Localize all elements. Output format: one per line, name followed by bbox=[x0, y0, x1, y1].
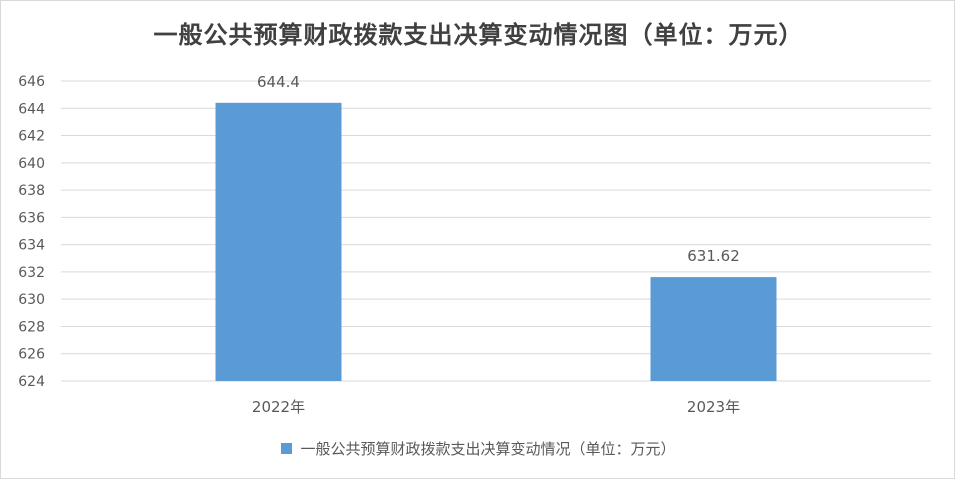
x-axis-ticks: 2022年 2023年 bbox=[252, 398, 740, 416]
y-tick-label: 624 bbox=[18, 374, 45, 390]
legend-swatch bbox=[281, 443, 293, 454]
y-tick-label: 646 bbox=[18, 74, 45, 90]
gridlines bbox=[61, 80, 931, 382]
data-label: 644.4 bbox=[257, 73, 300, 91]
y-axis-ticks: 624 626 628 630 632 634 636 638 640 642 644 646 bbox=[18, 74, 45, 390]
y-tick-label: 636 bbox=[18, 210, 45, 226]
bar-2023年 bbox=[650, 277, 777, 381]
chart-title: 一般公共预算财政拨款支出决算变动情况图（单位：万元） bbox=[153, 20, 804, 49]
y-tick-label: 638 bbox=[18, 183, 45, 199]
x-tick-label: 2023年 bbox=[687, 398, 740, 416]
y-tick-label: 640 bbox=[18, 156, 45, 172]
bars bbox=[215, 102, 777, 382]
y-tick-label: 632 bbox=[18, 265, 45, 281]
data-label: 631.62 bbox=[687, 247, 740, 265]
y-tick-label: 626 bbox=[18, 347, 45, 363]
legend-label: 一般公共预算财政拨款支出决算变动情况（单位：万元） bbox=[300, 440, 676, 458]
y-tick-label: 628 bbox=[18, 319, 45, 335]
x-tick-label: 2022年 bbox=[252, 398, 305, 416]
y-tick-label: 634 bbox=[18, 238, 45, 254]
y-tick-label: 644 bbox=[18, 101, 45, 117]
y-tick-label: 642 bbox=[18, 129, 45, 145]
legend: 一般公共预算财政拨款支出决算变动情况（单位：万元） bbox=[1, 438, 955, 459]
bar-2022年 bbox=[215, 102, 342, 382]
data-labels: 644.4 631.62 bbox=[257, 73, 740, 265]
y-tick-label: 630 bbox=[18, 292, 45, 308]
